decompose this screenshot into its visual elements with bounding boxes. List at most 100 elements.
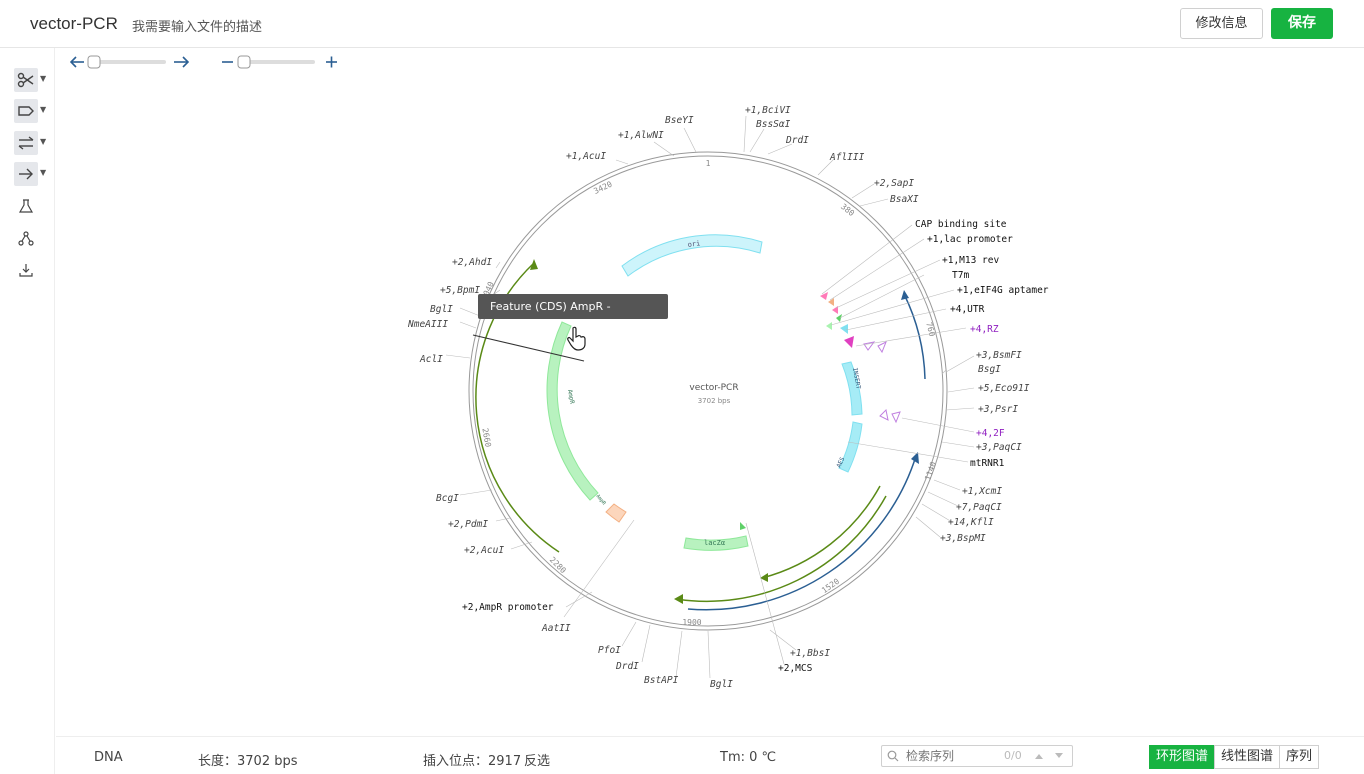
site-label[interactable]: +2,AcuI	[464, 545, 504, 556]
marker-lac[interactable]	[828, 298, 834, 306]
feature-insert[interactable]	[841, 361, 863, 416]
feature-name[interactable]: +2,MCS	[778, 663, 813, 674]
chevron-down-icon[interactable]: ▼	[40, 74, 47, 83]
site-label[interactable]: +1,AlwNI	[618, 130, 664, 141]
download-icon[interactable]	[14, 258, 38, 282]
feature-ampr-cds[interactable]	[546, 321, 599, 501]
sequence-type: DNA	[94, 750, 123, 765]
marker-utr[interactable]	[840, 324, 848, 334]
search-count: 0/0	[1004, 749, 1022, 762]
site-label[interactable]: +1,AcuI	[566, 151, 606, 162]
page-description[interactable]: 我需要输入文件的描述	[132, 20, 263, 35]
tab-linear-map[interactable]: 线性图谱	[1214, 745, 1281, 769]
site-label[interactable]: DrdI	[785, 135, 809, 146]
orf-arrow-blue-bottom[interactable]	[687, 455, 917, 611]
search-input[interactable]	[904, 748, 1008, 764]
site-label[interactable]: +3,BspMI	[940, 533, 986, 544]
scissors-icon[interactable]	[14, 68, 38, 92]
site-label[interactable]: BsaXI	[890, 194, 919, 205]
tab-circular-map[interactable]: 环形图谱	[1149, 745, 1216, 769]
chevron-down-icon[interactable]: ▼	[40, 105, 47, 114]
marker-rz[interactable]	[844, 336, 854, 348]
site-label[interactable]: BcgI	[436, 493, 459, 504]
feature-lacz[interactable]	[683, 535, 749, 551]
insert-site-line[interactable]	[472, 334, 585, 362]
swap-icon[interactable]	[14, 131, 38, 155]
feature-name[interactable]: +1,lac promoter	[927, 234, 1013, 245]
site-label[interactable]: +5,BpmI	[440, 285, 480, 296]
site-label[interactable]: DrdI	[615, 661, 639, 672]
site-label[interactable]: +2,SapI	[874, 178, 914, 189]
site-label[interactable]: BseYI	[665, 115, 694, 126]
site-label[interactable]: BsgI	[978, 364, 1001, 375]
feature-ampr-promoter[interactable]	[605, 503, 627, 523]
rotate-slider-thumb[interactable]	[87, 55, 101, 69]
chevron-down-icon[interactable]	[1054, 752, 1064, 760]
feature-name[interactable]: +2,AmpR promoter	[462, 602, 554, 613]
marker-2f-open[interactable]	[879, 408, 889, 421]
flask-icon[interactable]	[14, 194, 38, 218]
site-label[interactable]: PfoI	[598, 645, 621, 656]
feature-name[interactable]: +4,UTR	[950, 304, 985, 315]
rotate-left-icon[interactable]	[69, 56, 84, 68]
feature-aes[interactable]	[838, 421, 863, 473]
feature-name[interactable]: T7m	[952, 270, 969, 281]
chevron-down-icon[interactable]: ▼	[40, 168, 47, 177]
marker-eif4g[interactable]	[826, 322, 832, 330]
feature-ori[interactable]	[621, 234, 763, 277]
marker-2f-open[interactable]	[891, 411, 901, 424]
site-label[interactable]: +7,PaqCI	[956, 502, 1002, 513]
backbone-ring-inner	[472, 155, 944, 627]
marker-rz-open[interactable]	[863, 341, 876, 351]
site-label[interactable]: BstAPI	[644, 675, 679, 686]
site-label[interactable]: BglI	[710, 679, 733, 690]
site-label[interactable]: +1,XcmI	[962, 486, 1002, 497]
site-label[interactable]: NmeAIII	[407, 319, 448, 330]
feature-name[interactable]: +4,RZ	[970, 324, 999, 335]
rotate-slider-track[interactable]	[90, 60, 166, 64]
site-label[interactable]: +2,PdmI	[448, 519, 488, 530]
feature-name[interactable]: mtRNR1	[970, 458, 1005, 469]
feature-name[interactable]: +1,M13 rev	[942, 255, 999, 266]
site-label[interactable]: +5,Eco91I	[978, 383, 1030, 394]
orf-arrow-blue-right[interactable]	[903, 293, 926, 380]
marker-rz-open[interactable]	[877, 340, 887, 354]
orf-arrow-green-bottom2[interactable]	[675, 495, 887, 603]
zoom-slider-thumb[interactable]	[237, 55, 251, 69]
site-label[interactable]: +3,PsrI	[978, 404, 1018, 415]
network-icon[interactable]	[14, 226, 38, 250]
feature-name[interactable]: +4,2F	[976, 428, 1005, 439]
site-label[interactable]: +14,KflI	[948, 517, 994, 528]
arrow-right-icon[interactable]	[14, 162, 38, 186]
tab-sequence[interactable]: 序列	[1279, 745, 1320, 769]
site-label[interactable]: BglI	[430, 304, 453, 315]
site-label[interactable]: +1,BciVI	[745, 105, 791, 116]
feature-name[interactable]: +1,eIF4G aptamer	[957, 285, 1049, 296]
chevron-down-icon[interactable]: ▼	[40, 137, 47, 146]
view-tabs: 环形图谱 线性图谱 序列	[1149, 745, 1320, 769]
site-label[interactable]: +2,AhdI	[452, 257, 492, 268]
zoom-in-icon[interactable]	[326, 56, 337, 68]
marker-t7m[interactable]	[836, 314, 842, 322]
site-label[interactable]: BssSαI	[756, 119, 791, 130]
site-label[interactable]: +3,BsmFI	[976, 350, 1022, 361]
edit-info-button[interactable]: 修改信息	[1180, 8, 1263, 39]
tag-icon[interactable]	[14, 99, 38, 123]
feature-name[interactable]: CAP binding site	[915, 219, 1007, 230]
rotate-right-icon[interactable]	[174, 56, 190, 68]
tick-label: 1900	[682, 618, 701, 627]
save-button[interactable]: 保存	[1271, 8, 1333, 39]
plasmid-map-viewer[interactable]: 1 380 760 1140 1520 1900 2280 2660 3040 …	[56, 72, 1364, 734]
site-label[interactable]: +1,BbsI	[790, 648, 830, 659]
sequence-search[interactable]: 0/0	[881, 745, 1073, 767]
marker-cap[interactable]	[820, 292, 828, 300]
zoom-slider-track[interactable]	[240, 60, 315, 64]
chevron-up-icon[interactable]	[1034, 752, 1044, 760]
site-label[interactable]: AatII	[541, 623, 571, 634]
site-label[interactable]: AflIII	[829, 152, 865, 163]
site-label[interactable]: +3,PaqCI	[976, 442, 1022, 453]
site-label[interactable]: AclI	[419, 354, 443, 365]
marker-lacz-tip[interactable]	[740, 522, 746, 530]
orf-arrow-green-bottom[interactable]	[761, 485, 881, 579]
reverse-select-link[interactable]: 反选	[524, 754, 551, 769]
